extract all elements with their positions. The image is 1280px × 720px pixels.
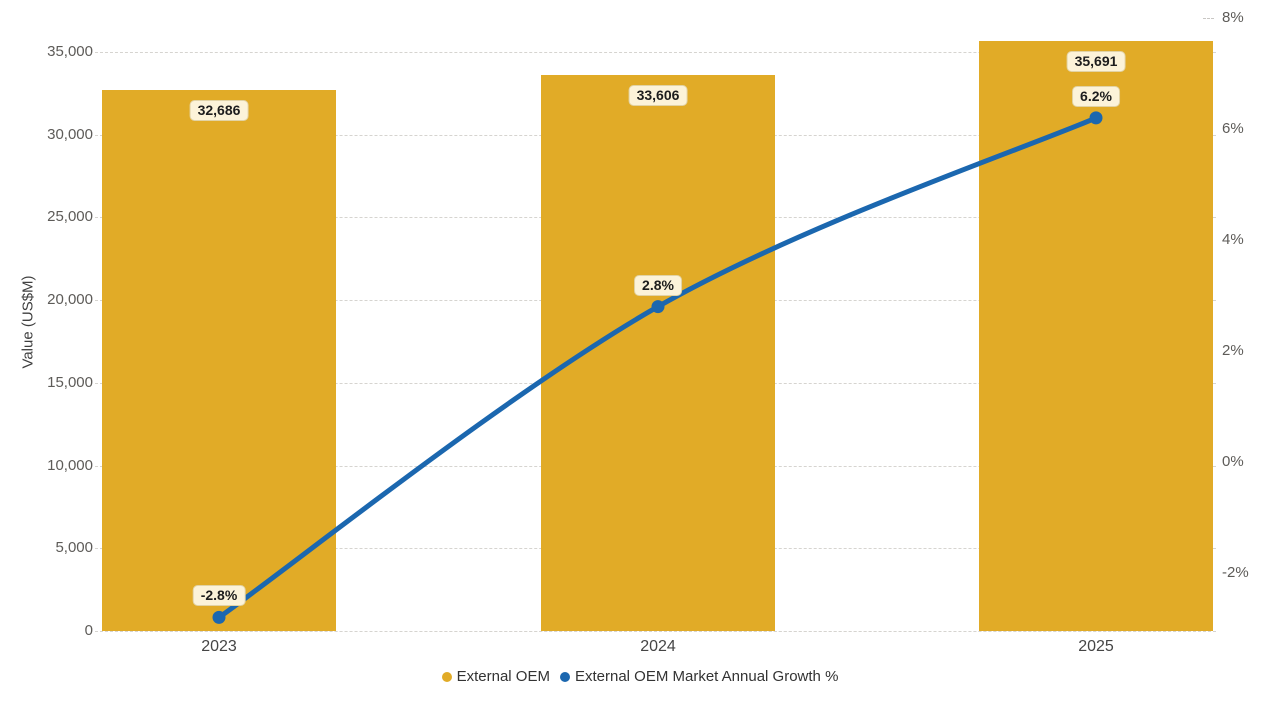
right-axis-tick-label: 4% bbox=[1222, 231, 1244, 248]
legend: External OEM External OEM Market Annual G… bbox=[0, 668, 1280, 685]
bar-2023[interactable] bbox=[102, 90, 336, 631]
growth-point-2023[interactable] bbox=[212, 610, 226, 624]
left-axis-tick-label: 5,000 bbox=[55, 539, 93, 557]
growth-point-2024[interactable] bbox=[651, 300, 665, 314]
x-axis-label-2024: 2024 bbox=[640, 638, 676, 655]
x-axis-label-2025: 2025 bbox=[1078, 638, 1114, 655]
bar-2025[interactable] bbox=[979, 40, 1213, 631]
right-axis-tick-label: -2% bbox=[1222, 564, 1249, 581]
left-axis-tick-label: 35,000 bbox=[47, 43, 93, 60]
gridline bbox=[95, 52, 1216, 53]
growth-value-label: -2.8% bbox=[192, 585, 246, 607]
growth-line bbox=[216, 115, 1099, 620]
left-axis-tick-label: 30,000 bbox=[47, 125, 93, 143]
legend-dot-icon bbox=[441, 671, 452, 682]
zero-baseline bbox=[95, 631, 1216, 632]
x-axis-label-2023: 2023 bbox=[201, 638, 237, 655]
left-axis-tick-label: 15,000 bbox=[47, 373, 93, 391]
right-axis-tick-mark bbox=[1203, 18, 1214, 19]
bar-value-label: 33,606 bbox=[628, 85, 688, 107]
right-axis-tick-label: 8% bbox=[1222, 9, 1244, 26]
legend-item-growth[interactable]: External OEM Market Annual Growth % bbox=[559, 668, 839, 685]
right-axis-tick-label: 0% bbox=[1222, 453, 1244, 470]
left-axis-tick-label: 20,000 bbox=[47, 291, 93, 309]
left-axis-tick-label: 0 bbox=[84, 622, 93, 639]
growth-value-label: 6.2% bbox=[1072, 85, 1120, 107]
legend-label: External OEM bbox=[456, 668, 550, 685]
growth-point-2025[interactable] bbox=[1089, 111, 1103, 125]
right-axis-tick-label: 2% bbox=[1222, 342, 1244, 359]
right-axis-tick-label: 6% bbox=[1222, 120, 1244, 137]
legend-item-external-oem[interactable]: External OEM bbox=[441, 668, 550, 685]
growth-value-label: 2.8% bbox=[634, 274, 682, 296]
legend-label: External OEM Market Annual Growth % bbox=[574, 668, 839, 685]
legend-dot-icon bbox=[559, 671, 570, 682]
left-axis-tick-label: 10,000 bbox=[47, 456, 93, 474]
bar-value-label: 35,691 bbox=[1066, 50, 1126, 72]
bar-value-label: 32,686 bbox=[189, 100, 249, 122]
left-axis-tick-label: 25,000 bbox=[47, 208, 93, 226]
